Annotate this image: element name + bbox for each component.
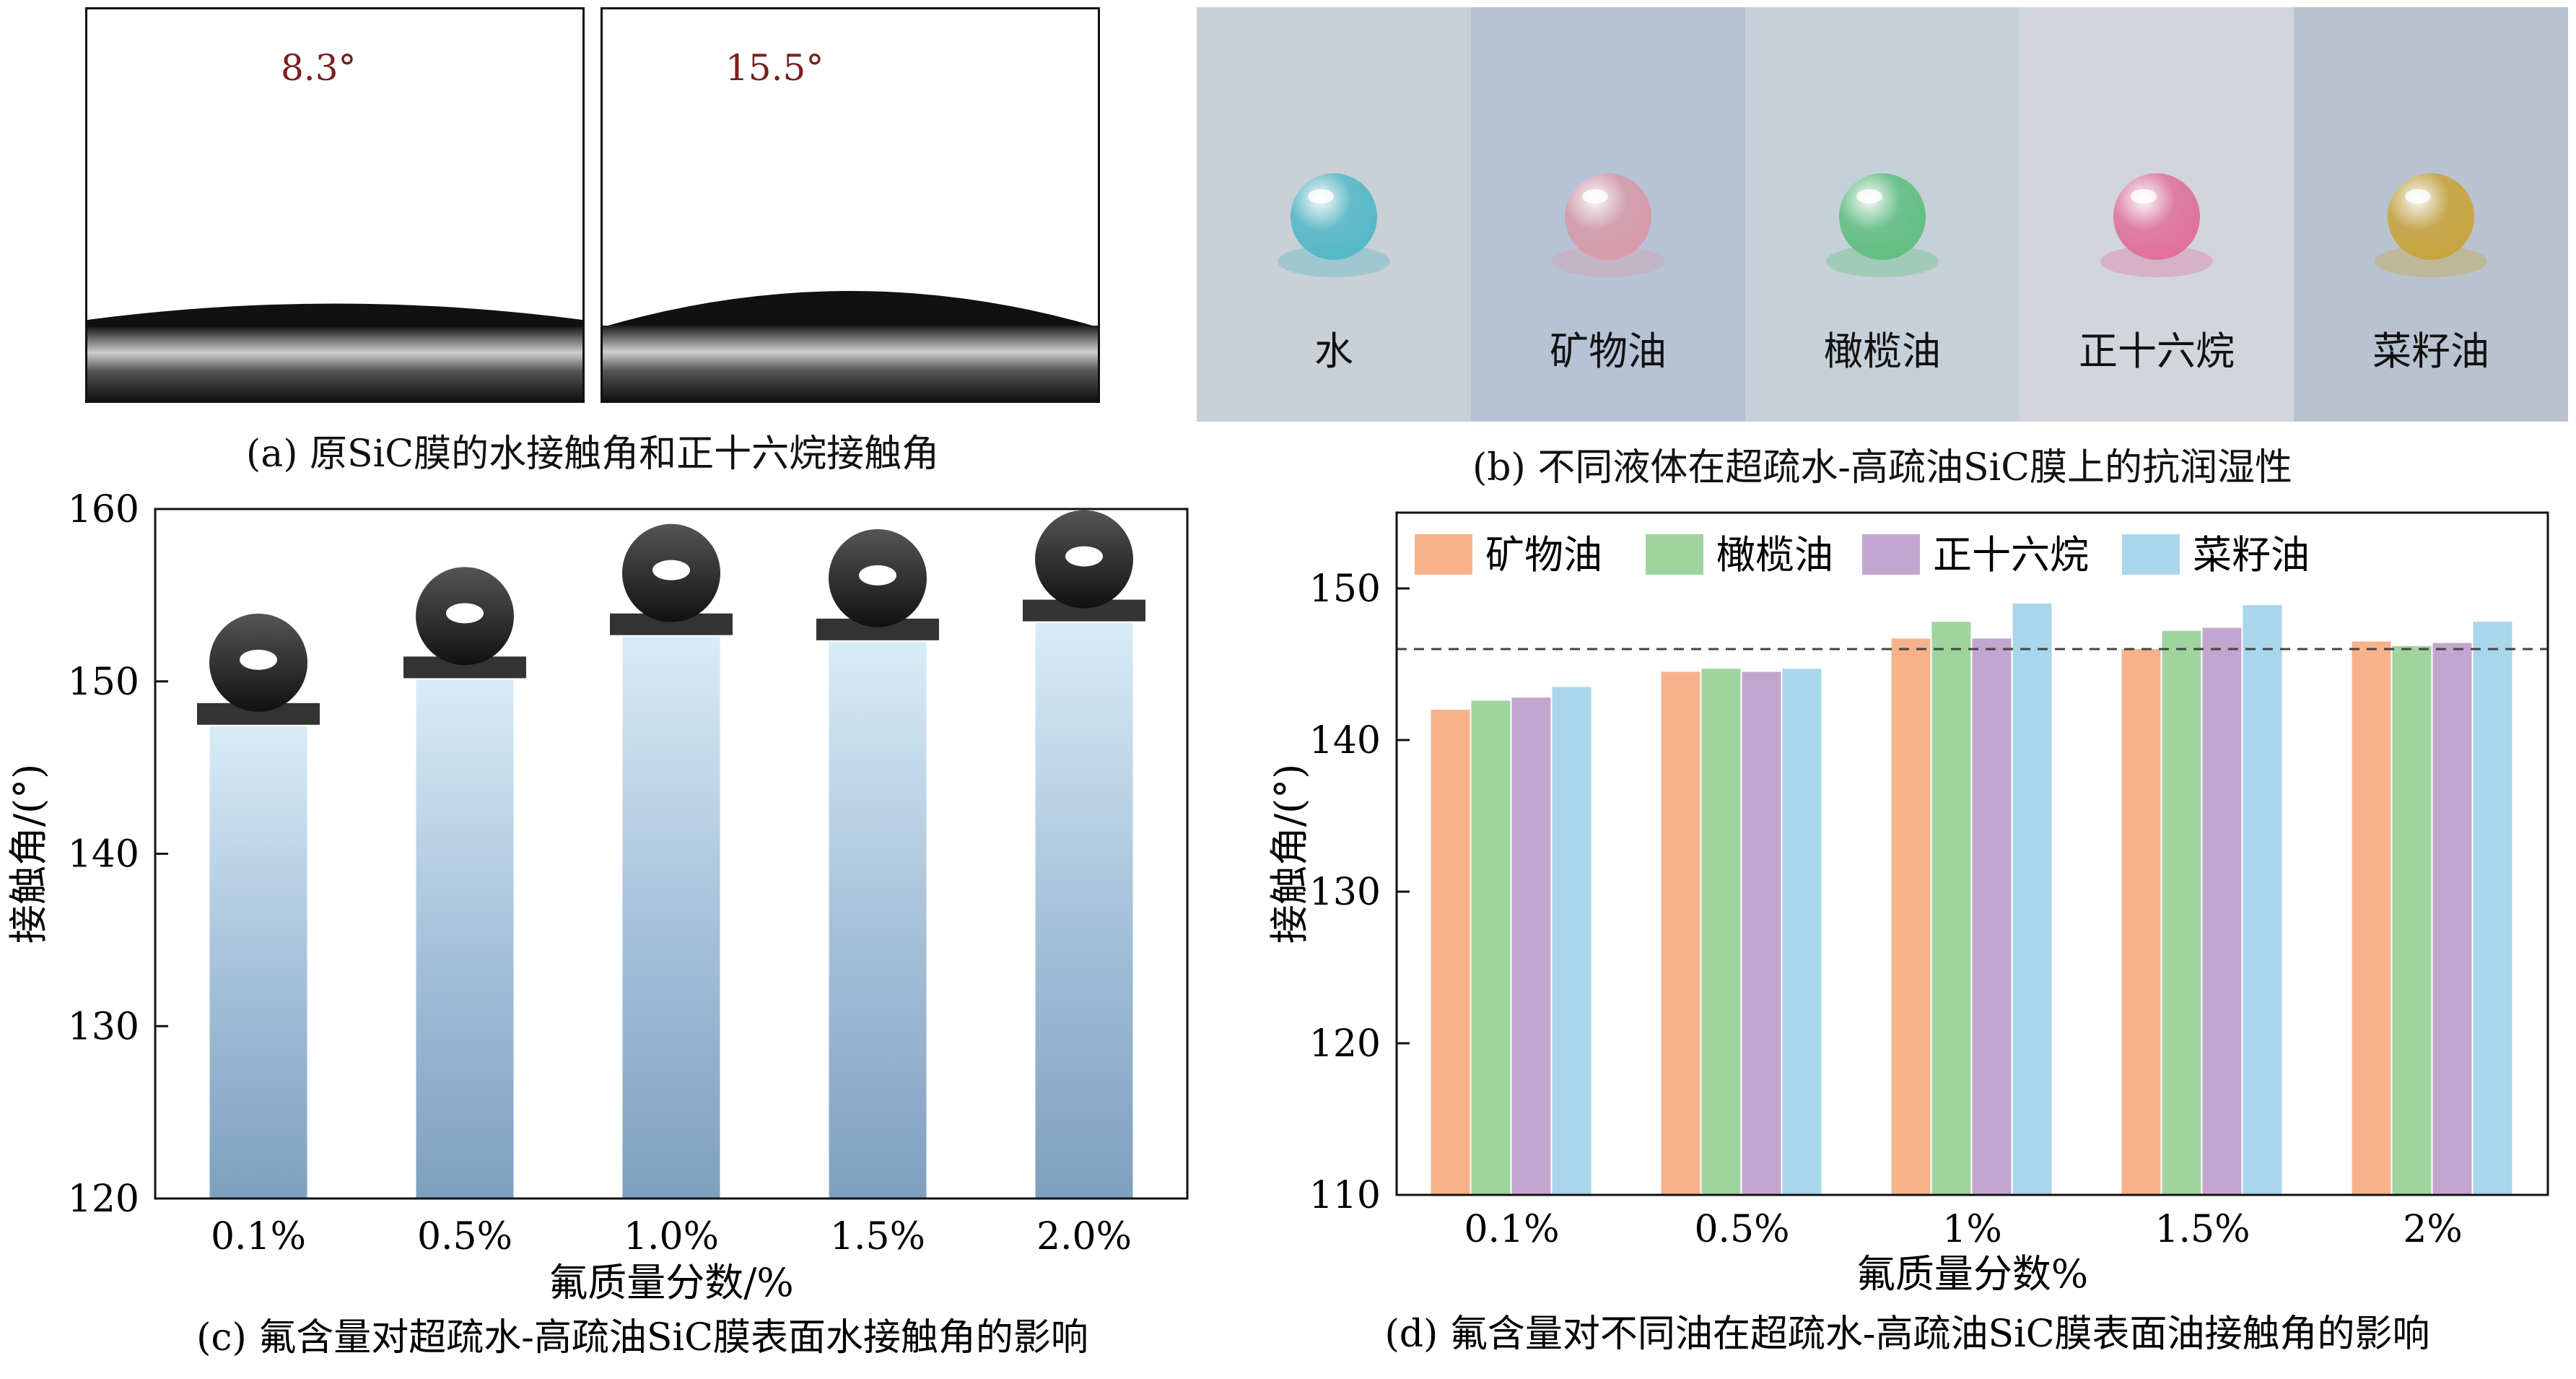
droplet-highlight xyxy=(652,560,690,580)
bar-菜籽油-1% xyxy=(2012,604,2052,1195)
bar-water-1.0% xyxy=(622,636,720,1199)
legend-swatch xyxy=(1646,534,1703,575)
droplet-highlight xyxy=(2405,189,2431,204)
legend-label: 矿物油 xyxy=(1485,532,1602,578)
bar-正十六烷-1.5% xyxy=(2202,627,2242,1195)
y-axis-label: 接触角/(°) xyxy=(6,764,51,944)
x-tick-label: 0.1% xyxy=(1464,1208,1559,1251)
liquid-droplet xyxy=(1565,173,1651,260)
x-tick-label: 1.5% xyxy=(830,1215,925,1258)
droplet-highlight xyxy=(859,565,896,586)
liquid-droplet xyxy=(1291,173,1377,260)
y-axis-label: 接触角/(°) xyxy=(1267,764,1312,944)
bar-矿物油-1.5% xyxy=(2121,649,2161,1195)
droplet-highlight xyxy=(2131,189,2157,204)
y-tick-label: 150 xyxy=(1309,567,1381,611)
chart-water-contact-angle: 0.1% 0.5% 1.0% 1.5% 2.0% 120 130 140 150 160 氟质量分数… xyxy=(6,488,1189,1360)
liquid-label: 正十六烷 xyxy=(2079,329,2235,374)
droplet-highlight xyxy=(1065,546,1103,567)
x-tick-label: 0.5% xyxy=(1694,1208,1789,1251)
liquid-droplet xyxy=(1839,173,1926,260)
legend-swatch xyxy=(2122,534,2180,575)
x-tick-label: 2.0% xyxy=(1036,1215,1132,1258)
droplet-highlight xyxy=(1582,189,1608,204)
droplet-shadow xyxy=(1278,245,1390,277)
bar-矿物油-2% xyxy=(2352,641,2391,1195)
bar-橄榄油-1.5% xyxy=(2162,630,2201,1195)
x-tick-label: 2% xyxy=(2403,1208,2463,1251)
y-tick-label: 140 xyxy=(1309,719,1381,762)
plot-frame xyxy=(154,508,1189,1200)
y-tick-label: 160 xyxy=(68,488,139,531)
bar-菜籽油-0.1% xyxy=(1552,687,1592,1195)
caption-b: (b) 不同液体在超疏水-高疏油SiC膜上的抗润湿性 xyxy=(1472,446,2292,490)
caption-c: (c) 氟含量对超疏水-高疏油SiC膜表面水接触角的影响 xyxy=(196,1316,1088,1360)
x-axis-label: 氟质量分数/% xyxy=(549,1260,794,1305)
chart-oil-contact-angle: 0.1% 0.5% 1% 1.5% 2% 110 120 130 140 150 矿物油 橄榄油 正十六… xyxy=(1267,511,2549,1356)
y-tick-label: 150 xyxy=(68,661,139,704)
bar-正十六烷-0.1% xyxy=(1511,697,1551,1195)
bar-正十六烷-1% xyxy=(1972,638,2012,1195)
droplet-highlight xyxy=(446,603,484,624)
bar-橄榄油-0.5% xyxy=(1701,669,1741,1195)
y-tick-label: 130 xyxy=(68,1005,139,1048)
liquid-label: 橄榄油 xyxy=(1824,329,1941,374)
bar-正十六烷-0.5% xyxy=(1742,671,1781,1195)
liquid-label: 水 xyxy=(1314,329,1353,374)
droplet-shadow xyxy=(2375,245,2487,277)
legend-label: 正十六烷 xyxy=(1933,532,2089,578)
caption-d: (d) 氟含量对不同油在超疏水-高疏油SiC膜表面油接触角的影响 xyxy=(1384,1313,2429,1356)
y-tick-label: 130 xyxy=(1309,871,1381,914)
droplet-shadow xyxy=(1826,245,1939,277)
plot-frame xyxy=(1395,511,2549,1196)
y-tick-label: 110 xyxy=(1309,1174,1381,1217)
y-tick-label: 140 xyxy=(68,833,139,876)
x-tick-label: 1.0% xyxy=(624,1215,719,1258)
bar-矿物油-0.1% xyxy=(1431,710,1470,1195)
bar-water-1.5% xyxy=(829,641,927,1199)
bar-橄榄油-0.1% xyxy=(1471,700,1511,1195)
bar-橄榄油-1% xyxy=(1931,622,1971,1195)
bar-矿物油-1% xyxy=(1891,638,1931,1195)
bar-water-2.0% xyxy=(1035,622,1133,1199)
x-axis-label: 氟质量分数% xyxy=(1856,1251,2088,1297)
droplet-shadow xyxy=(1552,245,1664,277)
x-tick-label: 0.5% xyxy=(417,1215,512,1258)
photo-hexadecane-angle: 15.5° xyxy=(601,7,1100,403)
liquid-label: 菜籽油 xyxy=(2372,329,2489,374)
bar-矿物油-0.5% xyxy=(1661,671,1700,1195)
legend-swatch xyxy=(1415,534,1472,575)
photo-liquid-droplets: 水 矿物油 橄榄油 正十六烷 菜籽油 xyxy=(1197,7,2569,422)
liquid-droplet xyxy=(2388,173,2474,260)
x-tick-label: 1.5% xyxy=(2154,1208,2250,1251)
droplet-shadow xyxy=(2100,245,2213,277)
droplet-highlight xyxy=(240,649,277,670)
liquid-droplet xyxy=(2113,173,2200,260)
bar-菜籽油-2% xyxy=(2473,622,2512,1195)
droplet-highlight xyxy=(1308,189,1334,204)
x-tick-label: 0.1% xyxy=(211,1215,306,1258)
bar-water-0.1% xyxy=(209,726,307,1199)
angle-label-water: 8.3° xyxy=(281,47,357,89)
angle-label-hexadecane: 15.5° xyxy=(725,47,824,89)
y-tick-label: 120 xyxy=(68,1178,139,1221)
legend-swatch xyxy=(1862,534,1920,575)
bar-water-0.5% xyxy=(416,679,514,1199)
legend-label: 橄榄油 xyxy=(1716,532,1833,578)
droplet-profile-hexadecane xyxy=(603,291,1098,401)
caption-a: (a) 原SiC膜的水接触角和正十六烷接触角 xyxy=(245,432,940,476)
photo-water-angle: 8.3° xyxy=(85,7,585,403)
liquid-strip-svg xyxy=(1197,7,2569,422)
droplet-highlight xyxy=(1856,189,1882,204)
liquid-label: 矿物油 xyxy=(1550,329,1667,374)
legend-label: 菜籽油 xyxy=(2193,532,2310,578)
x-tick-label: 1% xyxy=(1942,1208,2002,1251)
bar-菜籽油-1.5% xyxy=(2243,605,2282,1195)
droplet-profile-water xyxy=(87,303,582,401)
bar-橄榄油-2% xyxy=(2392,645,2432,1195)
bar-正十六烷-2% xyxy=(2432,643,2472,1195)
y-tick-label: 120 xyxy=(1309,1022,1381,1066)
bar-菜籽油-0.5% xyxy=(1782,669,1822,1195)
